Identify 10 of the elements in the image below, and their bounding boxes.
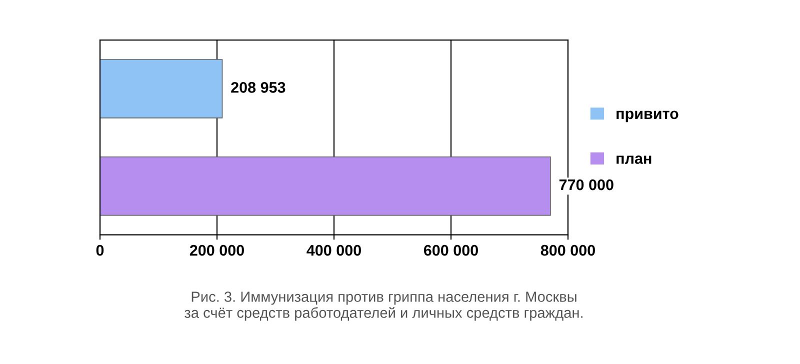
legend-label: план [616, 156, 652, 164]
x-tick-label: 200 000 [190, 244, 244, 256]
x-tick-label: 400 000 [306, 244, 361, 256]
x-tick-label: 800 000 [540, 244, 595, 256]
data-label: 770 000 [559, 179, 614, 190]
data-label: 208 953 [231, 82, 286, 93]
legend-label: привито [616, 110, 678, 122]
x-tick-label: 600 000 [424, 244, 478, 256]
text: Рис. 3. Иммунизация против гриппа населения г. Москвы за счёт средств работодателей и личных средств граждан. [184, 292, 582, 321]
x-tick-label: 0 [96, 244, 104, 256]
